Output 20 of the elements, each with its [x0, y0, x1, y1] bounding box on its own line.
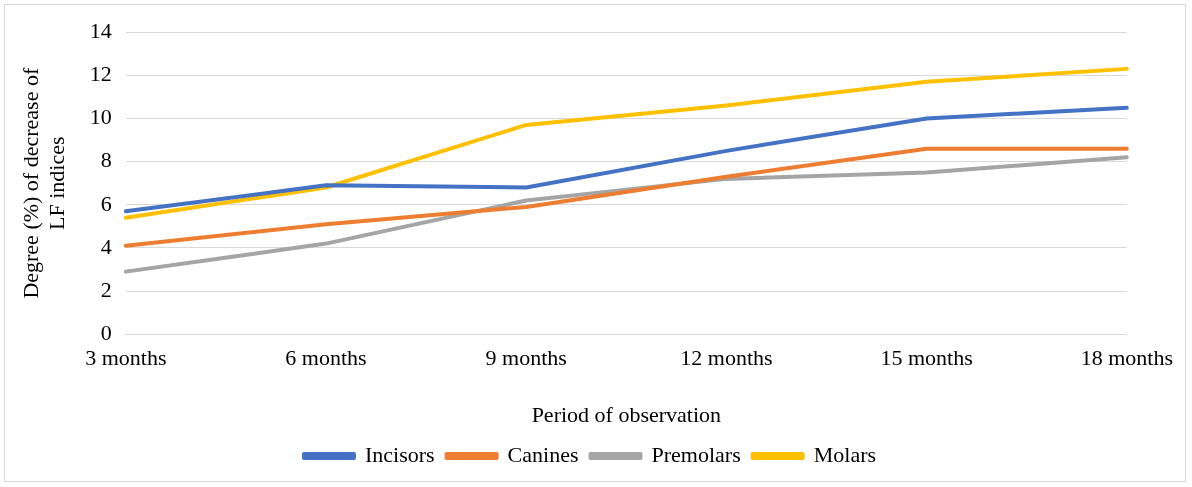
- legend-label: Premolars: [651, 441, 741, 467]
- x-axis-title: Period of observation: [531, 401, 722, 427]
- x-tick-label: 12 months: [680, 345, 773, 371]
- x-tick-label: 9 months: [485, 345, 567, 371]
- x-tick-label: 18 months: [1080, 345, 1174, 371]
- y-tick-label: 2: [100, 276, 112, 302]
- x-tick-label: 3 months: [85, 345, 167, 371]
- y-tick-label: 4: [100, 233, 112, 259]
- y-axis-title: Degree (%) of decrease of LF indices: [17, 67, 70, 299]
- legend-label: Canines: [507, 441, 579, 467]
- y-tick-label: 8: [100, 147, 112, 173]
- x-tick-label: 15 months: [880, 345, 973, 371]
- y-tick-label: 10: [89, 104, 112, 130]
- y-tick-label: 14: [89, 17, 112, 43]
- y-tick-label: 6: [100, 190, 112, 216]
- y-tick-label: 0: [100, 319, 112, 345]
- legend-label: Molars: [813, 441, 877, 467]
- y-tick-label: 12: [89, 61, 112, 87]
- legend-label: Incisors: [364, 441, 435, 467]
- x-tick-label: 6 months: [285, 345, 367, 371]
